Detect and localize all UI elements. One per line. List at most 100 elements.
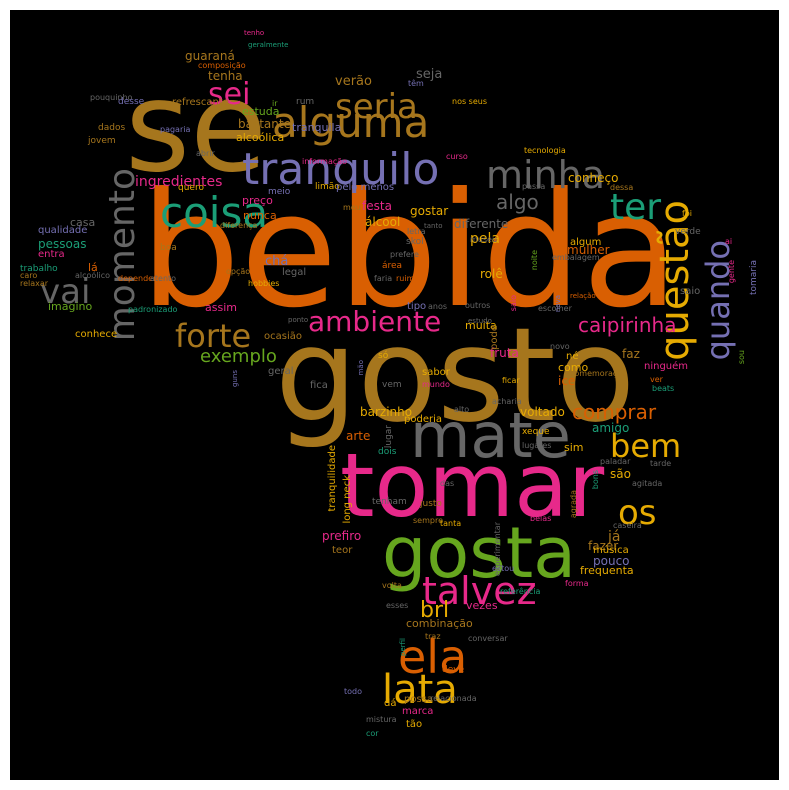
word: ela [398,630,468,684]
word: anos [428,302,448,311]
word: gostar [410,204,449,218]
word: ambiente [308,305,442,338]
word: geral [268,366,294,377]
word: seja [416,67,443,82]
word: caseira [613,521,642,530]
word: desse [118,97,145,107]
word: relação [570,292,596,300]
word: acharia [492,397,522,406]
word: se [125,55,268,200]
word: nova [554,295,562,313]
word: tarde [650,459,672,468]
word: tenho [244,29,265,37]
word: tomar [340,434,605,537]
word: belas [530,514,552,523]
word: alto [454,405,470,414]
word: só [378,351,389,361]
word: barzinho [360,405,413,419]
word: museu [470,235,498,244]
word: alcoólica [236,131,285,144]
word: beats [652,384,675,393]
word: justo [420,499,442,509]
word: pelo menos [336,182,395,193]
word: diferença [220,221,258,230]
word: comprar [572,400,657,424]
word: trabalho [20,264,58,274]
word: bem [610,427,682,465]
word: ficar [502,376,520,385]
word: verde [675,227,701,237]
word: dados [98,123,126,133]
word: lugar [384,425,394,449]
word: sim [564,441,584,454]
word: já [608,529,621,545]
word: bons [591,470,600,490]
word: ruim [396,274,415,283]
word: momento [102,168,143,342]
word: verão [335,74,372,89]
word: relacionada [430,694,477,703]
word: tipo [407,301,427,312]
word: letra [407,227,426,236]
word: relaxar [20,279,49,288]
word: mundo [422,380,450,389]
word: gosto [275,299,636,451]
word: tanta [440,519,462,528]
word: sempre [413,516,443,525]
word: curso [446,152,468,161]
word: pode [489,325,500,350]
word: agrada [569,490,578,519]
word: tenha [208,69,243,83]
word: dependendo [118,274,169,283]
word: tenham [372,497,407,507]
word: assim [205,301,237,314]
word: lugares [522,441,552,450]
word: fruta [490,346,519,360]
word: vai [40,272,91,312]
word-cloud: bebida gosto se tomar mate gosta alguma … [10,10,779,780]
word: ingredientes [135,174,223,190]
word: tranquilo [242,144,440,195]
word: vezes [466,599,498,612]
word: agitada [632,479,663,488]
word: área [382,261,403,271]
word: algo [496,190,539,214]
word: skol [406,237,424,247]
word: vem [382,380,402,390]
word: esses [386,601,409,610]
word: quero [178,183,204,193]
word: imagino [48,300,93,313]
word: jovem [88,136,116,146]
word: mão [357,360,365,376]
word: os [618,493,657,533]
word: foi [682,209,692,218]
word: festa [362,199,392,213]
word: casa [70,216,96,229]
word: cor [366,729,379,738]
word: minha [486,153,606,197]
word: poderia [404,414,442,425]
word: nos seus [452,97,488,106]
word: sabor [422,367,450,378]
word: pouquinho [90,93,133,102]
word: prefiro [322,529,362,543]
word: composição [198,61,246,70]
word: preço [242,194,273,207]
word: perfil [399,638,407,656]
word: caro [20,271,38,280]
word: conheço [568,171,619,185]
word: seria [335,87,418,127]
word: tomaria [749,260,759,296]
word: abrir [196,149,215,158]
word: gente [727,260,736,284]
word: lata [382,667,458,713]
word: faz [622,347,640,361]
word: exemplo [200,346,277,367]
word: faria [374,274,393,283]
word: das [440,479,455,488]
word: hobbies [248,279,280,288]
word: mate [410,399,571,472]
word: volta [382,581,402,590]
word: teor [332,545,353,556]
word: algum [570,237,602,248]
